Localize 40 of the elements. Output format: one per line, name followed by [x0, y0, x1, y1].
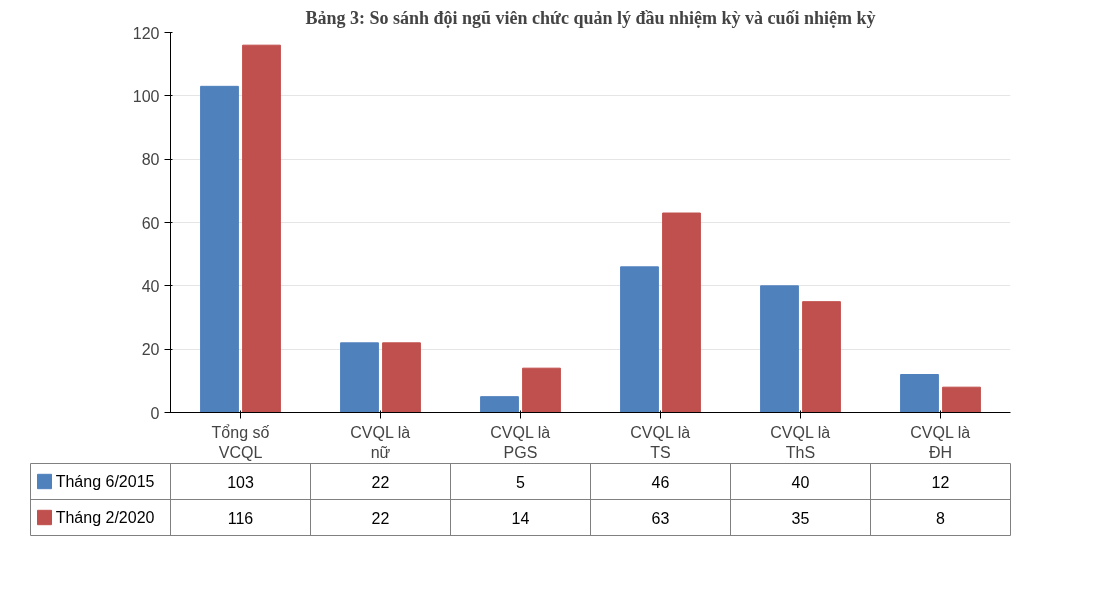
bar [480, 396, 519, 413]
data-label: 5 [516, 473, 526, 491]
x-tick-label: CVQL là PGS [490, 423, 551, 461]
data-label: 103 [227, 473, 254, 491]
legend-label: Tháng 2/2020 [55, 509, 155, 526]
legend-label: Tháng 6/2015 [55, 473, 155, 490]
data-label: 46 [651, 473, 670, 491]
bar [200, 85, 239, 413]
data-label: 12 [931, 473, 950, 491]
x-tick-label: CVQL là ĐH [910, 423, 971, 461]
data-label: 116 [227, 509, 254, 527]
bar [522, 367, 561, 413]
chart-title: Bảng 3: So sánh đội ngũ viên chức quản lý đầu nhiệm kỳ và cuối nhiệm kỳ [305, 7, 876, 28]
bar [662, 212, 701, 413]
y-tick-label: 120 [132, 24, 160, 42]
y-tick-label: 20 [141, 341, 160, 359]
x-tick-label: CVQL là ThS [770, 423, 831, 461]
bar [900, 374, 939, 413]
y-tick-label: 100 [132, 87, 160, 105]
y-tick-label: 60 [141, 214, 160, 232]
bar [242, 44, 281, 413]
x-tick-label: CVQL là TS [630, 423, 691, 461]
data-label: 22 [371, 509, 390, 527]
bar [942, 386, 981, 413]
y-tick-label: 0 [150, 404, 160, 422]
data-label: 8 [936, 509, 946, 527]
x-tick-label: CVQL là nữ [350, 423, 411, 461]
bar [620, 266, 659, 413]
data-label: 40 [791, 473, 810, 491]
bar [382, 342, 421, 413]
y-tick-label: 80 [141, 151, 160, 169]
data-label: 35 [791, 509, 810, 527]
data-label: 14 [511, 509, 530, 527]
bar [802, 301, 841, 413]
x-tick-label: Tổng số VCQL [211, 423, 270, 461]
data-label: 22 [371, 473, 390, 491]
bar [340, 342, 379, 413]
bar [760, 285, 799, 413]
data-label: 63 [651, 509, 670, 527]
y-tick-label: 40 [141, 277, 160, 295]
